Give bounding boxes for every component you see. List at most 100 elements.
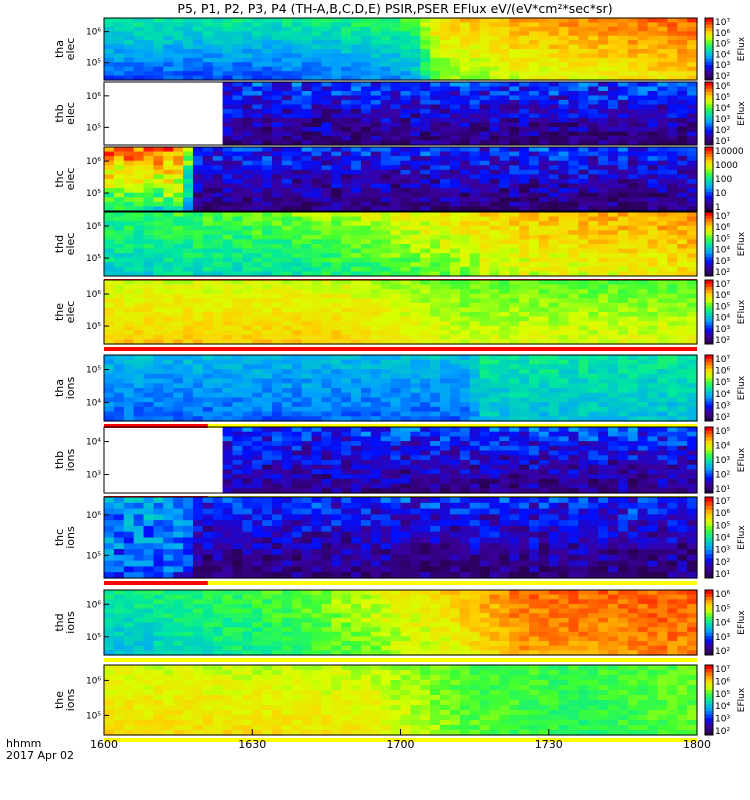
heatmap-cell bbox=[183, 271, 194, 277]
heatmap-cell bbox=[104, 402, 115, 408]
heatmap-cell bbox=[173, 201, 184, 208]
heatmap-cell bbox=[637, 100, 649, 106]
heatmap-cell bbox=[430, 257, 441, 263]
heatmap-cell bbox=[667, 18, 678, 24]
heatmap-cell bbox=[331, 321, 342, 327]
heatmap-cell bbox=[341, 44, 352, 50]
heatmap-cell bbox=[331, 234, 342, 241]
heatmap-cell bbox=[370, 383, 382, 389]
heatmap-cell bbox=[370, 147, 382, 153]
heatmap-cell bbox=[173, 62, 184, 68]
heatmap-cell bbox=[627, 140, 639, 146]
heatmap-cell bbox=[173, 397, 184, 403]
heatmap-cell bbox=[212, 71, 224, 77]
heatmap-cell bbox=[400, 411, 411, 417]
heatmap-cell bbox=[262, 131, 273, 137]
heatmap-cell bbox=[133, 316, 145, 322]
heatmap-cell bbox=[173, 359, 184, 366]
heatmap-cell bbox=[538, 330, 550, 336]
heatmap-cell bbox=[262, 31, 273, 37]
heatmap-cell bbox=[499, 284, 510, 290]
heatmap-cell bbox=[449, 334, 461, 341]
heatmap-cell bbox=[459, 216, 471, 222]
heatmap-cell bbox=[202, 373, 214, 380]
heatmap-cell bbox=[440, 330, 451, 336]
heatmap-cell bbox=[459, 183, 471, 189]
heatmap-cell bbox=[360, 104, 372, 110]
heatmap-cell bbox=[617, 192, 629, 198]
heatmap-cell bbox=[459, 197, 471, 203]
heatmap-cell bbox=[440, 174, 451, 180]
heatmap-cell bbox=[341, 364, 352, 370]
heatmap-cell bbox=[331, 330, 342, 336]
heatmap-cell bbox=[430, 369, 441, 375]
heatmap-cell bbox=[321, 86, 332, 92]
heatmap-cell bbox=[173, 289, 184, 295]
heatmap-cell bbox=[598, 75, 609, 81]
heatmap-cell bbox=[291, 239, 303, 245]
heatmap-cell bbox=[370, 131, 382, 137]
heatmap-cell bbox=[568, 402, 579, 408]
heatmap-cell bbox=[163, 53, 174, 59]
heatmap-cell bbox=[647, 147, 659, 153]
heatmap-cell bbox=[123, 406, 135, 413]
heatmap-cell bbox=[410, 18, 421, 24]
heatmap-cell bbox=[341, 411, 352, 417]
heatmap-cell bbox=[598, 369, 609, 375]
heatmap-cell bbox=[627, 239, 639, 245]
heatmap-cell bbox=[677, 127, 688, 133]
heatmap-cell bbox=[153, 169, 164, 176]
heatmap-cell bbox=[509, 406, 520, 413]
heatmap-cell bbox=[528, 239, 540, 245]
heatmap-cell bbox=[568, 165, 579, 171]
heatmap-cell bbox=[568, 280, 579, 286]
heatmap-cell bbox=[519, 378, 530, 384]
heatmap-cell bbox=[272, 118, 283, 124]
heatmap-cell bbox=[133, 257, 145, 263]
colorbar-swatch bbox=[705, 116, 713, 121]
heatmap-cell bbox=[133, 280, 145, 286]
heatmap-cell bbox=[331, 109, 342, 115]
heatmap-cell bbox=[400, 71, 411, 77]
heatmap-cell bbox=[617, 307, 629, 313]
colorbar-frame bbox=[704, 17, 714, 81]
heatmap-cell bbox=[232, 302, 243, 309]
heatmap-cell bbox=[677, 86, 688, 92]
colorbar-swatch bbox=[705, 45, 713, 50]
heatmap-cell bbox=[449, 392, 461, 399]
heatmap-cell bbox=[192, 18, 204, 24]
heatmap-cell bbox=[351, 156, 362, 162]
heatmap-cell bbox=[311, 355, 323, 361]
heatmap-cell bbox=[440, 284, 451, 290]
heatmap-cell bbox=[657, 113, 668, 119]
heatmap-cell bbox=[430, 307, 441, 313]
heatmap-cell bbox=[449, 234, 461, 241]
heatmap-cell bbox=[153, 44, 164, 50]
heatmap-cell bbox=[301, 383, 313, 389]
heatmap-cell bbox=[499, 118, 510, 124]
heatmap-cell bbox=[202, 160, 214, 166]
heatmap-cell bbox=[281, 165, 293, 171]
heatmap-cell bbox=[163, 325, 174, 331]
heatmap-cell bbox=[163, 179, 174, 185]
heatmap-cell bbox=[291, 62, 303, 68]
heatmap-cell bbox=[351, 221, 362, 227]
heatmap-cell bbox=[370, 262, 382, 268]
heatmap-cell bbox=[183, 378, 194, 384]
heatmap-cell bbox=[479, 35, 491, 41]
heatmap-cell bbox=[637, 325, 649, 331]
heatmap-cell bbox=[311, 201, 323, 208]
heatmap-cell bbox=[212, 239, 224, 245]
heatmap-cell bbox=[370, 369, 382, 375]
heatmap-cell bbox=[173, 364, 184, 370]
colorbar-label: EFlux bbox=[737, 299, 747, 324]
heatmap-cell bbox=[242, 160, 253, 166]
heatmap-cell bbox=[222, 383, 234, 389]
heatmap-cell bbox=[568, 334, 579, 341]
heatmap-cell bbox=[202, 289, 214, 295]
heatmap-cell bbox=[459, 316, 471, 322]
heatmap-cell bbox=[192, 44, 204, 50]
heatmap-cell bbox=[390, 174, 402, 180]
heatmap-cell bbox=[123, 411, 135, 417]
heatmap-cell bbox=[380, 212, 392, 218]
